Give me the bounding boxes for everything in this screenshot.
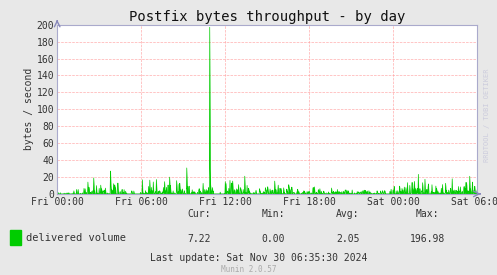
- Text: 7.22: 7.22: [187, 234, 211, 244]
- Text: Min:: Min:: [261, 209, 285, 219]
- Text: Munin 2.0.57: Munin 2.0.57: [221, 265, 276, 274]
- Text: RRDTOOL / TOBI OETIKER: RRDTOOL / TOBI OETIKER: [484, 69, 490, 162]
- Text: 2.05: 2.05: [336, 234, 360, 244]
- Title: Postfix bytes throughput - by day: Postfix bytes throughput - by day: [129, 10, 406, 24]
- Y-axis label: bytes / second: bytes / second: [24, 68, 34, 150]
- Text: 0.00: 0.00: [261, 234, 285, 244]
- Text: delivered volume: delivered volume: [26, 233, 126, 243]
- Text: Cur:: Cur:: [187, 209, 211, 219]
- Text: 196.98: 196.98: [410, 234, 445, 244]
- Text: Last update: Sat Nov 30 06:35:30 2024: Last update: Sat Nov 30 06:35:30 2024: [150, 253, 367, 263]
- Text: Avg:: Avg:: [336, 209, 360, 219]
- Text: Max:: Max:: [415, 209, 439, 219]
